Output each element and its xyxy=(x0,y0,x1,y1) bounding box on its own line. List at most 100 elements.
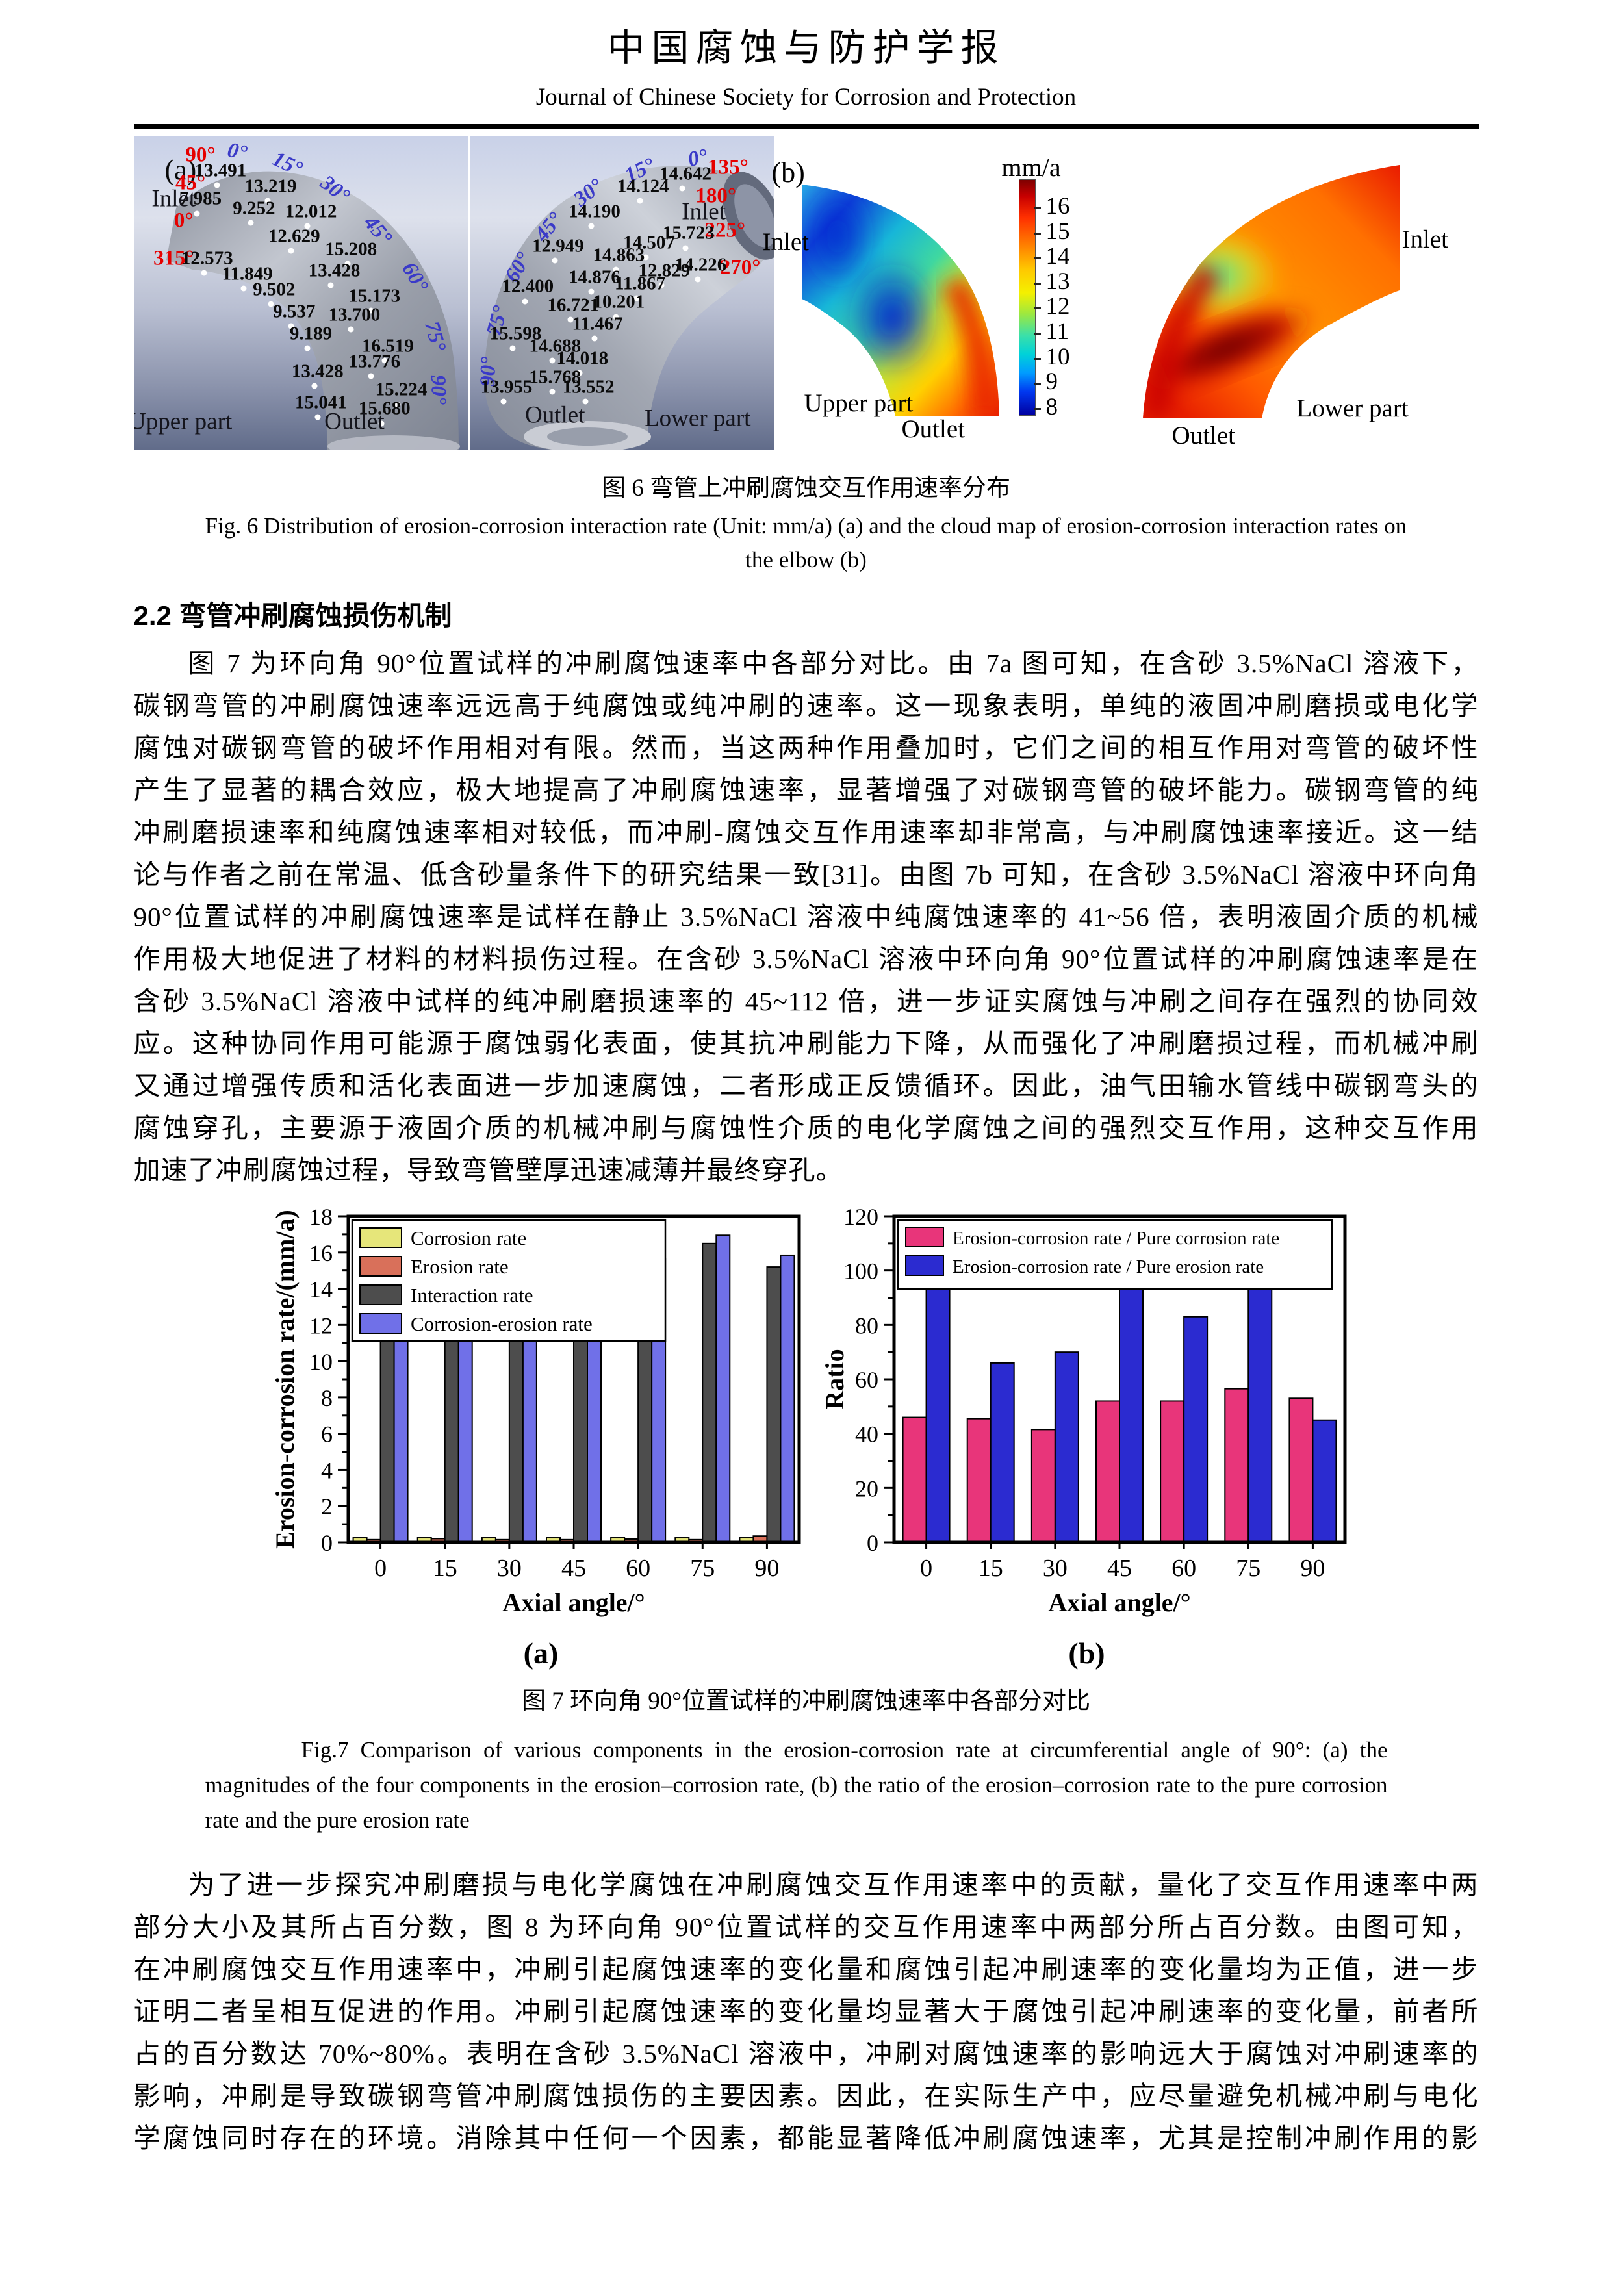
measurement-dot xyxy=(552,257,558,264)
measurement-value: 13.700 xyxy=(328,304,381,325)
measurement-value: 15.680 xyxy=(358,398,411,419)
measurement-dot xyxy=(378,420,385,426)
legend-swatch xyxy=(904,1227,944,1247)
fig7-panel-b-letter: (b) xyxy=(1068,1637,1105,1670)
body-text-line: 加速了冲刷腐蚀过程，导致弯管壁厚迅速减薄并最终穿孔。 xyxy=(133,1155,843,1185)
legend-label: Erosion rate xyxy=(411,1255,509,1278)
fig7-caption-en-line1: Fig.7 Comparison of various components i… xyxy=(301,1737,1388,1763)
measurement-value: 12.629 xyxy=(268,225,320,247)
measurement-dot xyxy=(567,316,574,323)
measurement-dot xyxy=(381,357,388,364)
fig6-elbow-upper-render: (a) 90° 45° 0° 315° 0° 15° 30° 45° 60° 75° 90° 13.4… xyxy=(133,136,468,450)
circumferential-angle-label: 315° xyxy=(153,246,194,270)
elbow-lower-shape xyxy=(483,166,774,450)
measurement-value: 13.955 xyxy=(480,376,533,398)
colorbar-tick xyxy=(1034,232,1041,235)
legend: Corrosion rate Erosion rate Interaction ra… xyxy=(351,1219,666,1342)
body-text-line: 腐蚀穿孔，主要源于液固介质的机械冲刷与腐蚀性介质的电化学腐蚀之间的强烈交互作用，… xyxy=(133,1113,1479,1143)
x-tick-label: 0 xyxy=(920,1555,932,1582)
measurement-value: 14.190 xyxy=(569,201,620,222)
colorbar-tick xyxy=(1034,407,1041,410)
legend-label: Corrosion rate xyxy=(411,1227,526,1249)
x-tick-label: 90 xyxy=(754,1555,779,1582)
y-tick-label: 0 xyxy=(867,1530,878,1556)
x-tick-label: 75 xyxy=(690,1555,715,1582)
fig6-cloudmap-lower xyxy=(1142,165,1400,418)
legend-box xyxy=(351,1219,666,1342)
x-tick-label: 15 xyxy=(432,1555,457,1582)
colorbar-tick-label: 13 xyxy=(1045,268,1070,295)
bar-series2-cat6 xyxy=(765,1266,781,1543)
colorbar: 16 15 14 13 12 11 10 9 8 xyxy=(1018,179,1097,420)
y-tick-label: 10 xyxy=(309,1349,333,1375)
measurement-value: 14.507 xyxy=(623,232,675,253)
measurement-value: 12.400 xyxy=(502,275,554,297)
chart-b-svg: 0 20 40 60 80 100 120 0 15 30 45 60 75 90 Axial angle/… xyxy=(820,1204,1346,1617)
bar-series2-cat2 xyxy=(508,1324,524,1543)
fig7-caption-en-line3: rate and the pure erosion rate xyxy=(205,1807,470,1833)
measurement-value: 9.189 xyxy=(289,323,333,344)
fig7-chart-a: 0 2 4 6 8 10 12 14 16 18 0 15 30 45 60 75 90 Axial angle/… xyxy=(272,1203,811,1670)
colorbar-tick xyxy=(1034,282,1041,285)
cloudmap-upper-part-label: Upper part xyxy=(804,389,914,417)
fig6-cloudmap-upper xyxy=(801,185,999,416)
measurement-dot xyxy=(304,345,311,351)
body-text-line: 在冲刷腐蚀交互作用速率中，冲刷引起腐蚀速率的变化量和腐蚀引起冲刷速率的变化量均为… xyxy=(133,1954,1479,1984)
cloudmap-upper-inlet-label: Inlet xyxy=(762,228,809,256)
y-tick-label: 4 xyxy=(321,1457,333,1483)
cloudmap-lower-outlet-label: Outlet xyxy=(1171,422,1235,450)
legend-box xyxy=(897,1219,1333,1290)
circumferential-angle-label: 45° xyxy=(175,171,206,195)
bar-series3-cat2 xyxy=(522,1315,537,1543)
y-tick-label: 18 xyxy=(309,1204,333,1230)
measurement-value: 11.867 xyxy=(614,273,666,294)
x-tick-label: 60 xyxy=(1171,1555,1196,1582)
circumferential-angle-label: 180° xyxy=(695,184,737,208)
bar-series2-cat5 xyxy=(701,1242,717,1543)
measurement-dot xyxy=(500,398,507,405)
bar-series1-cat3 xyxy=(1118,1253,1144,1543)
y-tick-label: 12 xyxy=(309,1312,333,1338)
measurement-value: 15.173 xyxy=(348,285,401,307)
legend-label: Erosion-corrosion rate / Pure corrosion … xyxy=(953,1228,1279,1249)
bar-series0-cat6 xyxy=(1288,1397,1313,1543)
circumferential-angle-label: 135° xyxy=(708,155,748,179)
measurement-dot xyxy=(214,182,220,188)
colorbar-tick xyxy=(1034,257,1041,260)
x-tick-label: 15 xyxy=(978,1555,1003,1582)
measurement-dot xyxy=(633,295,640,301)
elbow-upper-shape xyxy=(166,171,460,450)
part-label: Inlet xyxy=(682,198,726,225)
measurement-value: 9.502 xyxy=(253,279,296,300)
bar-series0-cat2 xyxy=(1030,1429,1056,1543)
y-tick-label: 40 xyxy=(855,1422,878,1448)
colorbar-tick-label: 11 xyxy=(1045,318,1069,345)
figure-7: 0 2 4 6 8 10 12 14 16 18 0 15 30 45 60 75 90 Axial angle/… xyxy=(272,1203,1479,1670)
measurement-dot xyxy=(613,266,619,273)
measurement-value: 15.208 xyxy=(325,238,377,260)
bar-series1-cat6 xyxy=(1311,1419,1337,1543)
measurement-dot xyxy=(264,198,270,204)
measurement-dot xyxy=(582,398,589,405)
paragraph-1: 图 7 为环向角 90°位置试样的冲刷腐蚀速率中各部分对比。由 7a 图可知，在… xyxy=(134,643,1479,1192)
measurement-value: 15.768 xyxy=(529,366,582,388)
colorbar-tick-label: 8 xyxy=(1045,393,1058,420)
measurement-value: 16.519 xyxy=(362,335,414,357)
part-label: Inlet xyxy=(151,185,196,212)
body-text-line: 部分大小及其所占百分数，图 8 为环向角 90°位置试样的交互作用速率中两部分所… xyxy=(133,1912,1479,1942)
fig7-caption-zh: 图 7 环向角 90°位置试样的冲刷腐蚀速率中各部分对比 xyxy=(521,1688,1091,1715)
body-text-line: 证明二者呈相互促进的作用。冲刷引起腐蚀速率的变化量均显著大于腐蚀引起冲刷速率的变… xyxy=(133,1996,1479,2026)
body-text-line: 产生了显著的耦合效应，极大地提高了冲刷腐蚀速率，显著增强了对碳钢弯管的破坏能力。… xyxy=(133,775,1479,805)
y-tick-label: 60 xyxy=(855,1367,878,1393)
measurement-dot xyxy=(576,370,583,376)
measurement-value: 13.219 xyxy=(244,175,297,197)
cloudmap-lower-part-label: Lower part xyxy=(1296,394,1409,422)
legend-label: Interaction rate xyxy=(411,1284,533,1307)
measurement-value: 12.573 xyxy=(181,248,233,269)
part-label: Outlet xyxy=(324,408,385,435)
colorbar-tick-label: 15 xyxy=(1045,218,1070,245)
body-text-line: 学腐蚀同时存在的环境。消除其中任何一个因素，都能显著降低冲刷腐蚀速率，尤其是控制… xyxy=(133,2123,1479,2153)
page-content: 中国腐蚀与防护学报 Journal of Chinese Society for… xyxy=(133,17,1479,2160)
body-text-line: 腐蚀对碳钢弯管的破坏作用相对有限。然而，当这两种作用叠加时，它们之间的相互作用对… xyxy=(133,733,1479,763)
measurement-dot xyxy=(509,345,516,351)
